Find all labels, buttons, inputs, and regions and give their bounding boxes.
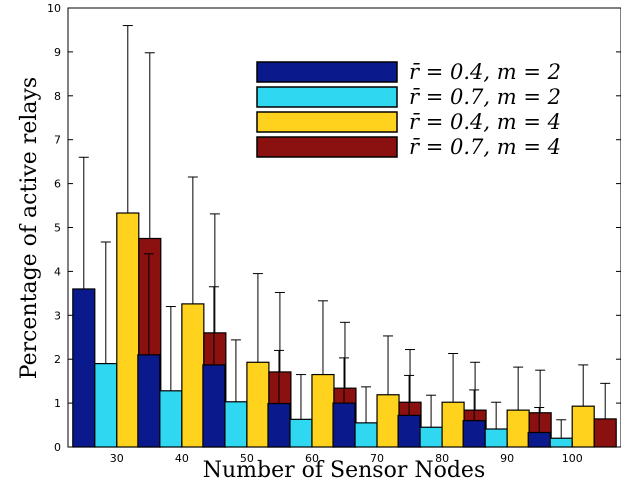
bar (311, 373, 335, 448)
bar (289, 418, 313, 448)
x-tick-label: 60 (305, 452, 319, 465)
bar (484, 428, 508, 448)
bars-layer (72, 212, 617, 448)
bar (332, 402, 356, 448)
bar (462, 420, 486, 448)
y-tick-label: 7 (54, 134, 61, 147)
x-tick-label: 80 (435, 452, 449, 465)
x-tick-label: 90 (500, 452, 514, 465)
y-tick-label: 5 (54, 222, 61, 235)
bar (506, 409, 530, 448)
y-tick-label: 3 (54, 309, 61, 322)
y-tick-label: 9 (54, 46, 61, 59)
legend-swatch (256, 86, 398, 108)
legend-label: r̄ = 0.7, m = 2 (409, 85, 561, 109)
y-tick-label: 10 (47, 2, 61, 15)
x-axis-label: Number of Sensor Nodes (203, 458, 485, 483)
y-tick-label: 6 (54, 178, 61, 191)
bar (159, 390, 183, 448)
x-tick-label: 100 (562, 452, 583, 465)
bar (137, 354, 161, 448)
y-tick-label: 4 (54, 265, 61, 278)
bar (224, 401, 248, 448)
bar (376, 394, 400, 448)
legend-label: r̄ = 0.4, m = 2 (409, 60, 561, 84)
bar (397, 414, 421, 448)
y-tick-label: 2 (54, 353, 61, 366)
x-tick-label: 40 (175, 452, 189, 465)
bar (181, 303, 205, 448)
bar (441, 401, 465, 448)
legend-swatch (256, 136, 398, 158)
y-tick-label: 0 (54, 441, 61, 454)
legend-swatch (256, 61, 398, 83)
bar (354, 422, 378, 448)
x-axis: 30 40 50 60 70 80 90 100 (110, 442, 583, 465)
legend-label: r̄ = 0.7, m = 4 (409, 135, 561, 159)
y-axis: 0 1 2 3 4 5 6 7 8 9 10 (47, 2, 621, 454)
legend: r̄ = 0.4, m = 2r̄ = 0.7, m = 2r̄ = 0.4, … (256, 60, 561, 159)
y-axis-label: Percentage of active relays (17, 77, 42, 379)
y-tick-label: 8 (54, 90, 61, 103)
bar (549, 437, 573, 448)
bar (94, 362, 118, 448)
x-tick-label: 70 (370, 452, 384, 465)
x-tick-label: 30 (110, 452, 124, 465)
error-bars-layer (78, 25, 611, 439)
bar (202, 364, 226, 448)
bar (246, 361, 270, 448)
y-tick-label: 1 (54, 397, 61, 410)
bar (116, 212, 140, 448)
bar (593, 418, 617, 448)
bar (267, 402, 291, 448)
bar (419, 426, 443, 448)
legend-swatch (256, 111, 398, 133)
legend-label: r̄ = 0.4, m = 4 (409, 110, 561, 134)
bar (571, 405, 595, 448)
bar (72, 288, 96, 448)
x-tick-label: 50 (240, 452, 254, 465)
bar (527, 431, 551, 448)
